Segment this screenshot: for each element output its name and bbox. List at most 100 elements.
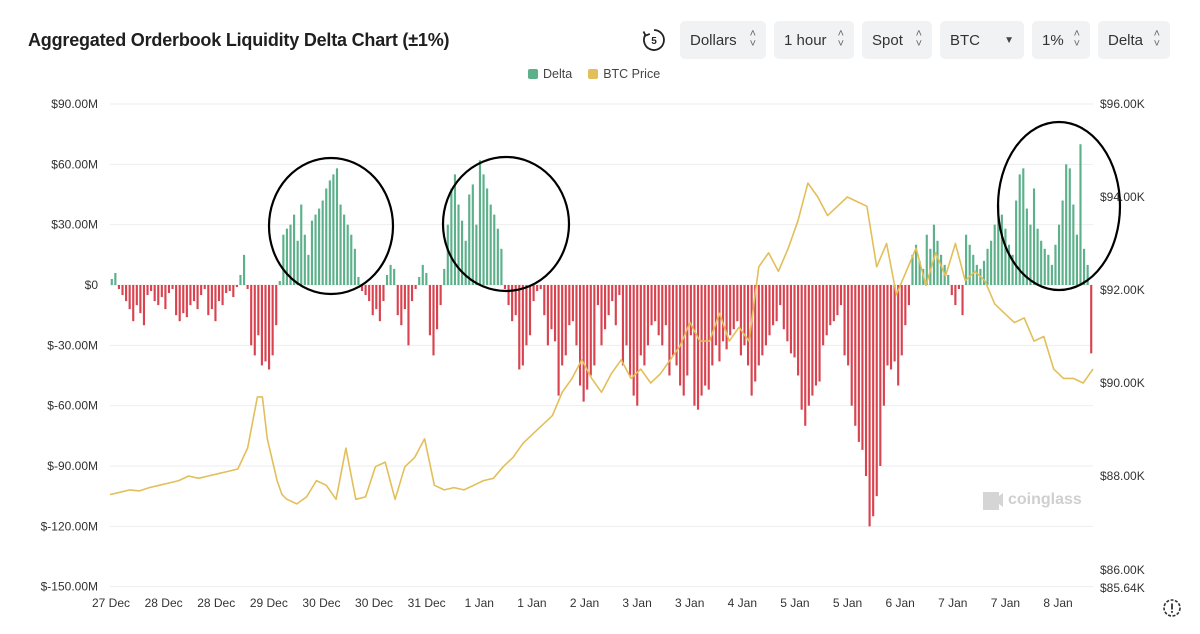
delta-bar [561, 285, 564, 366]
legend-swatch-delta [528, 69, 538, 79]
delta-bar [839, 285, 843, 306]
delta-bar [178, 285, 181, 322]
interval-select[interactable]: 1 hour ˄ ˅ [774, 21, 854, 59]
y-left-tick-label: $60.00M [51, 157, 98, 171]
y-right-tick-label: $96.00K [1100, 97, 1145, 111]
delta-bar [689, 285, 692, 336]
delta-bar [897, 285, 900, 386]
delta-bar [503, 285, 507, 290]
delta-bar [507, 285, 510, 306]
legend-swatch-price [588, 69, 599, 79]
delta-bar [911, 254, 914, 285]
delta-bar [439, 285, 442, 306]
delta-bar [110, 278, 113, 285]
delta-bar [786, 285, 789, 342]
delta-bar [986, 248, 989, 285]
delta-bar [157, 285, 160, 306]
refresh-button[interactable]: 5 [639, 21, 669, 59]
delta-bar [421, 264, 424, 285]
delta-bar [167, 285, 171, 294]
delta-bar [843, 285, 846, 356]
delta-bar [886, 285, 889, 366]
delta-bar [1007, 244, 1011, 285]
delta-bar [1040, 240, 1043, 285]
delta-bar [182, 285, 185, 314]
delta-bar [282, 234, 285, 285]
delta-bar [668, 285, 671, 376]
delta-bar [975, 264, 978, 285]
info-alert-button[interactable] [1162, 598, 1182, 618]
delta-bar [611, 285, 614, 302]
coinglass-logo-icon [983, 492, 1003, 510]
delta-bar [818, 285, 821, 382]
delta-bar [328, 180, 331, 285]
delta-bar [321, 200, 324, 285]
x-tick-label: 8 Jan [1043, 596, 1072, 610]
delta-bar [600, 285, 603, 346]
delta-bar [493, 214, 496, 285]
delta-bar [807, 285, 810, 406]
delta-bar [682, 285, 685, 396]
x-tick-label: 28 Dec [145, 596, 183, 610]
delta-bar [353, 248, 356, 285]
updown-icon: ˄ ˅ [749, 28, 756, 50]
delta-bar [278, 280, 281, 285]
annotation-circles [267, 120, 1122, 296]
delta-bar [757, 285, 760, 366]
page-title: Aggregated Orderbook Liquidity Delta Cha… [28, 30, 450, 50]
x-tick-label: 6 Jan [885, 596, 914, 610]
delta-bar [932, 224, 936, 285]
delta-bar [314, 214, 317, 285]
delta-bar [764, 285, 768, 346]
delta-bar [546, 285, 549, 346]
delta-bar [639, 285, 642, 356]
delta-bar [528, 285, 532, 336]
delta-bar [822, 285, 825, 346]
delta-bar [139, 285, 142, 314]
delta-bar [335, 168, 339, 285]
delta-bar [285, 228, 289, 285]
delta-bar [850, 285, 853, 406]
delta-bar [586, 285, 589, 390]
delta-bar [489, 204, 492, 285]
coin-select-label: BTC [950, 31, 980, 49]
delta-bar [625, 285, 628, 346]
x-tick-label: 1 Jan [465, 596, 494, 610]
delta-bar [643, 285, 646, 366]
delta-bar [410, 285, 414, 302]
delta-bar [393, 268, 396, 285]
delta-bar [403, 285, 406, 310]
delta-bar [246, 285, 249, 290]
x-tick-label: 3 Jan [622, 596, 651, 610]
delta-bar [553, 285, 557, 342]
legend-item-price[interactable]: BTC Price [588, 67, 660, 81]
delta-bar [772, 285, 775, 326]
range-select[interactable]: 1% ˄ ˅ [1032, 21, 1090, 59]
delta-bar [371, 285, 374, 316]
delta-bar [743, 285, 746, 346]
delta-bar [307, 254, 310, 285]
x-tick-label: 28 Dec [197, 596, 235, 610]
delta-bar [1082, 248, 1086, 285]
coin-select[interactable]: BTC ▼ [940, 21, 1024, 59]
y-left-tick-label: $-120.00M [41, 519, 98, 533]
unit-select-label: Dollars [690, 31, 737, 49]
delta-bar [629, 285, 632, 376]
delta-bar [961, 285, 964, 316]
delta-bar [221, 285, 224, 306]
market-select[interactable]: Spot ˄ ˅ [862, 21, 932, 59]
y-left-tick-label: $-60.00M [47, 399, 98, 413]
delta-bar [1065, 164, 1068, 285]
delta-bar [539, 285, 542, 290]
delta-bar [582, 285, 585, 402]
y-right-axis: $96.00K $94.00K $92.00K $90.00K $88.00K $86.0… [1100, 97, 1145, 595]
delta-bar [407, 285, 410, 346]
delta-bar [125, 285, 128, 302]
unit-select[interactable]: Dollars ˄ ˅ [680, 21, 766, 59]
delta-bars [110, 144, 1093, 527]
range-select-label: 1% [1042, 31, 1064, 49]
legend-item-delta[interactable]: Delta [528, 67, 572, 81]
delta-bar [940, 254, 943, 285]
mode-select[interactable]: Delta ˄ ˅ [1098, 21, 1170, 59]
delta-bar [889, 285, 893, 370]
